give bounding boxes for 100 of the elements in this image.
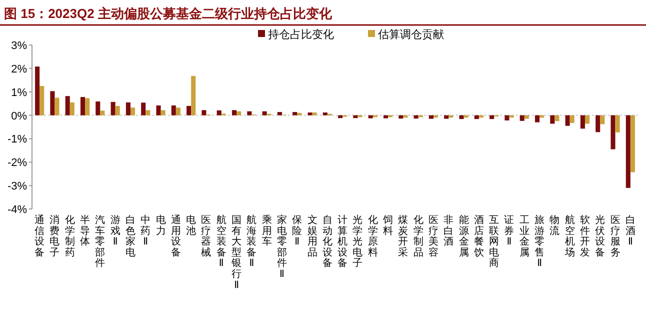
bar (509, 115, 514, 118)
x-tick-label: 医疗器械 (201, 215, 212, 258)
x-tick-label: 化学制药 (64, 214, 75, 258)
bar (236, 111, 242, 116)
x-tick-label: 化学制品 (413, 214, 424, 258)
bar (550, 115, 555, 124)
x-tick-label: 航空装备Ⅱ (216, 214, 226, 270)
bar (216, 110, 222, 116)
y-tick-label: 3% (11, 40, 28, 52)
bar (297, 112, 302, 116)
bar (262, 111, 267, 116)
bar (115, 106, 120, 116)
bar (110, 102, 116, 116)
x-tick-label: 国有大型银行Ⅱ (230, 215, 242, 291)
legend-label: 持仓占比变化 (268, 28, 334, 41)
bar (50, 91, 55, 116)
x-tick-label: 煤炭开采 (398, 214, 408, 258)
bar (292, 112, 298, 116)
bar (570, 115, 574, 124)
x-tick-label: 软件开发 (580, 214, 590, 258)
bar (156, 105, 161, 116)
x-tick-label: 物流 (550, 215, 560, 237)
y-tick-label: -3% (7, 180, 28, 193)
x-tick-label: 白色家电 (125, 214, 136, 258)
bar (368, 115, 373, 118)
x-tick-label: 通用设备 (170, 214, 181, 258)
x-tick-label: 光学光电子 (352, 214, 363, 270)
bar (171, 105, 176, 116)
x-tick-label: 保险Ⅱ (292, 215, 302, 248)
x-tick-label: 自动化设备 (322, 214, 332, 270)
x-tick-label: 旅游零售Ⅱ (534, 214, 545, 270)
x-tick-label: 光伏设备 (595, 214, 606, 258)
legend-label: 估算调仓贡献 (378, 29, 444, 41)
x-tick-label: 汽车零部件 (95, 214, 106, 270)
x-tick-label: 通信设备 (34, 214, 45, 258)
bar (65, 96, 70, 116)
x-tick-label: 非白酒 (444, 214, 454, 248)
bar (40, 86, 44, 116)
bar (130, 108, 136, 116)
x-tick-label: 航空机场 (564, 214, 575, 258)
bar (322, 112, 328, 116)
bar (35, 66, 40, 116)
bar (474, 115, 479, 120)
bar (490, 115, 494, 120)
x-tick-label: 半导体 (80, 214, 90, 248)
bar (524, 115, 529, 119)
bar (459, 115, 464, 120)
bar (80, 97, 86, 116)
bar (202, 110, 206, 116)
x-tick-label: 白酒Ⅱ (625, 214, 636, 248)
bar (54, 98, 60, 116)
bar (534, 115, 540, 122)
x-tick-label: 文娱用品 (307, 214, 318, 258)
chart-title: 图 15：2023Q2 主动偏股公募基金二级行业持仓占比变化 (4, 6, 333, 21)
bar (520, 115, 524, 121)
bar (626, 115, 630, 188)
x-tick-label: 航海装备Ⅱ (246, 214, 257, 270)
x-tick-label: 电池 (186, 214, 196, 237)
y-tick-label: 1% (11, 86, 28, 99)
bar (383, 115, 388, 118)
x-tick-label: 互联网电商 (489, 215, 500, 270)
bar (600, 115, 605, 124)
bar (554, 115, 560, 122)
x-tick-label: 酒店餐饮 (472, 214, 484, 258)
bar (615, 115, 620, 132)
bar (308, 112, 312, 116)
y-tick-label: 2% (11, 63, 28, 76)
x-tick-label: 游戏Ⅱ (110, 214, 120, 248)
bar (312, 112, 317, 116)
bar (630, 115, 635, 172)
x-tick-label: 计算机设备 (338, 214, 348, 270)
bar (186, 106, 192, 116)
x-tick-label: 消费电子 (50, 214, 60, 258)
bar (232, 110, 237, 116)
bar (100, 110, 105, 116)
x-tick-label: 中药Ⅱ (140, 214, 151, 248)
x-tick-label: 工业金属 (519, 215, 530, 258)
y-tick-label: -4% (7, 204, 28, 216)
x-tick-label: 电力 (156, 214, 166, 237)
bar (584, 115, 590, 124)
bar (141, 102, 146, 116)
x-tick-label: 饲料 (382, 215, 394, 237)
bar (277, 112, 282, 116)
bar (610, 115, 616, 150)
x-tick-label: 证券Ⅱ (504, 214, 514, 248)
bar (176, 108, 180, 116)
bar (126, 102, 130, 116)
bar (191, 76, 196, 116)
y-tick-label: -2% (7, 157, 28, 170)
x-tick-label: 家电零部件Ⅱ (276, 214, 287, 280)
y-tick-label: 0% (11, 110, 28, 122)
bar (70, 102, 74, 116)
y-tick-label: -1% (7, 134, 28, 146)
bar (428, 115, 434, 119)
bar (565, 115, 570, 126)
x-tick-label: 能源金属 (458, 214, 469, 258)
x-tick-label: 医疗服务 (610, 215, 620, 258)
bar (580, 115, 585, 129)
bar (146, 110, 150, 116)
bar (160, 110, 166, 116)
